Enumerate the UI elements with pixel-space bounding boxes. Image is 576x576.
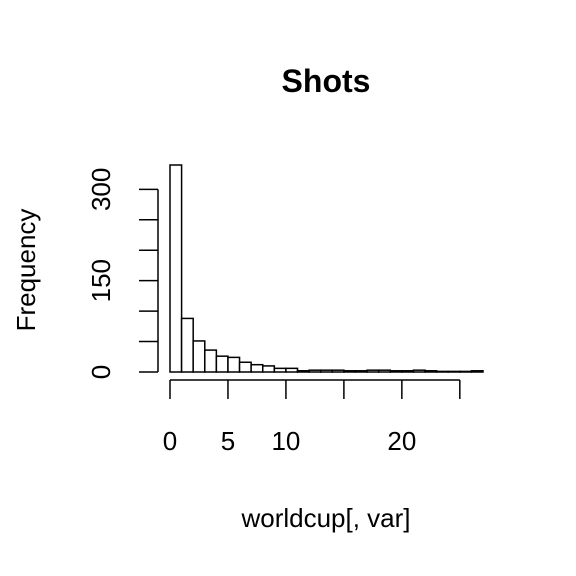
histogram-bar [192,340,206,373]
histogram-bar [343,370,357,373]
x-axis: 0 5 10 20 [163,379,461,456]
histogram-bar [227,356,241,373]
histogram-bar [389,370,403,373]
histogram-bar [238,361,252,373]
histogram-bar [308,369,322,373]
y-tick-label: 150 [86,259,116,302]
y-axis-label: Frequency [11,209,41,332]
y-tick-label: 0 [86,365,116,379]
histogram-bar [377,369,392,373]
x-tick-label: 10 [271,426,300,456]
histogram-bar [285,367,299,373]
histogram-bar [354,370,368,373]
histogram-bar [261,365,276,373]
bars-group [169,164,484,373]
histogram-bar [215,355,229,373]
histogram-bar [435,370,449,373]
histogram-bar [401,370,415,373]
histogram-bar [250,363,264,373]
histogram-bar [204,349,218,373]
x-axis-label: worldcup[, var] [240,503,410,533]
histogram-bar [424,370,438,373]
histogram-bar [366,369,380,373]
histogram-bar [296,370,310,373]
x-tick-label: 20 [387,426,416,456]
chart-title: Shots [282,63,371,99]
histogram-bar [447,370,461,373]
y-tick-label: 300 [86,168,116,211]
x-tick-label: 5 [221,426,235,456]
histogram-bar [412,369,426,373]
x-tick-label: 0 [163,426,177,456]
histogram-bar [273,367,287,373]
histogram-bar [169,164,183,373]
histogram-bar [331,369,345,373]
histogram-bar [319,369,334,373]
histogram-bar [180,317,194,373]
histogram-bar [459,370,473,373]
histogram-bar [470,370,484,373]
y-axis: 0 150 300 [86,168,159,379]
